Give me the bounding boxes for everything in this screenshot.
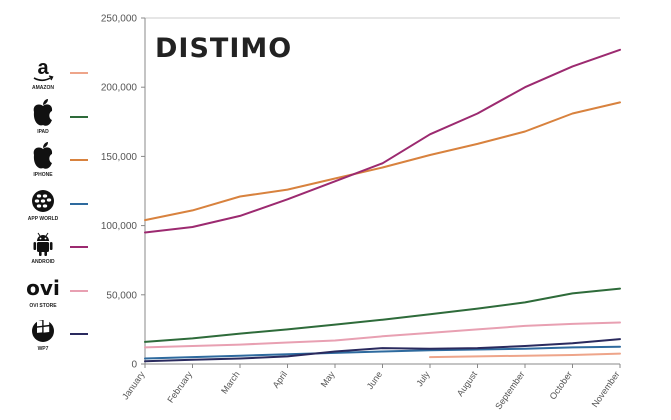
x-tick-label: July bbox=[414, 369, 432, 388]
x-tick-label: September bbox=[493, 369, 526, 411]
x-tick-label: March bbox=[219, 369, 242, 395]
legend-label: IPAD bbox=[37, 129, 49, 135]
blackberry-icon bbox=[32, 190, 54, 212]
legend-label: ANDROID bbox=[31, 259, 55, 265]
y-tick-label: 50,000 bbox=[106, 290, 137, 301]
apple-icon bbox=[33, 99, 53, 126]
y-tick-label: 200,000 bbox=[101, 83, 138, 94]
x-axis-ticks: January February March April May June July Augu… bbox=[120, 364, 622, 411]
legend: a AMAZON IPAD IPHONE APP WORLD ANDROID ovi OVI … bbox=[26, 57, 88, 352]
legend-item-app-world: APP WORLD bbox=[28, 190, 88, 222]
apple-icon bbox=[33, 142, 53, 169]
legend-item-android: ANDROID bbox=[31, 232, 88, 265]
legend-label: APP WORLD bbox=[28, 216, 59, 222]
legend-item-wp7: WP7 bbox=[32, 319, 88, 352]
x-tick-label: October bbox=[548, 369, 575, 401]
ovi-icon: ovi bbox=[26, 276, 60, 300]
brand-logo: DISTIMO bbox=[155, 33, 292, 64]
x-tick-label: November bbox=[590, 369, 622, 409]
svg-text:ovi: ovi bbox=[26, 276, 60, 300]
series-line-wp7 bbox=[144, 338, 621, 363]
series-line-app-world bbox=[144, 345, 621, 360]
series-line-android bbox=[144, 48, 621, 234]
x-tick-label: August bbox=[455, 369, 480, 398]
legend-label: IPHONE bbox=[33, 172, 53, 178]
x-tick-label: June bbox=[365, 369, 384, 391]
x-tick-label: April bbox=[271, 369, 290, 389]
y-tick-label: 100,000 bbox=[101, 221, 138, 232]
legend-item-iphone: IPHONE bbox=[33, 142, 88, 178]
x-tick-label: May bbox=[319, 369, 337, 389]
series-lines bbox=[144, 48, 621, 363]
legend-label: WP7 bbox=[38, 346, 49, 352]
y-axis-ticks: 0 50,000 100,000 150,000 200,000 250,000 bbox=[101, 14, 145, 371]
y-tick-label: 250,000 bbox=[101, 14, 138, 25]
series-line-ipad bbox=[144, 287, 621, 343]
svg-text:a: a bbox=[37, 57, 49, 79]
windows-icon bbox=[32, 319, 54, 342]
legend-label: OVI STORE bbox=[29, 303, 57, 309]
legend-item-amazon: a AMAZON bbox=[32, 57, 88, 91]
axes bbox=[144, 18, 620, 365]
y-tick-label: 150,000 bbox=[101, 152, 138, 163]
series-line-amazon bbox=[429, 352, 621, 359]
series-line-ovi-store bbox=[144, 321, 621, 349]
legend-item-ipad: IPAD bbox=[33, 99, 88, 135]
series-line-iphone bbox=[144, 101, 621, 222]
legend-label: AMAZON bbox=[32, 85, 54, 91]
legend-item-ovi-store: ovi OVI STORE bbox=[26, 276, 88, 309]
y-tick-label: 0 bbox=[131, 360, 137, 371]
amazon-icon: a bbox=[33, 57, 54, 82]
x-tick-label: January bbox=[120, 369, 147, 401]
android-icon bbox=[33, 232, 53, 256]
x-tick-label: February bbox=[165, 369, 194, 405]
